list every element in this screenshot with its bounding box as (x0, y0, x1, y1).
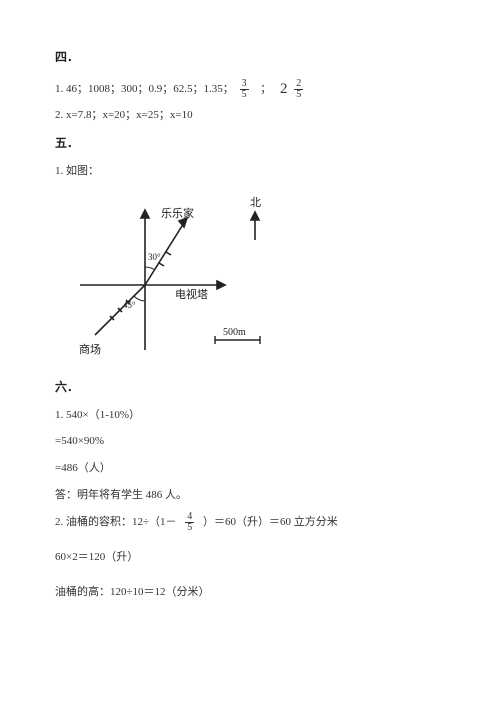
fraction-num: 2 (294, 79, 303, 90)
label-45: 45° (123, 300, 136, 310)
page: 四． 1. 46；1008；300；0.9；62.5；1.35； 3 5 ； 2… (0, 0, 500, 707)
text-part: ）＝60（升）＝60 立方分米 (203, 516, 338, 528)
section-4-line-2: 2. x=7.8；x=20；x=25；x=10 (55, 105, 450, 126)
section-5-heading: 五． (55, 132, 450, 155)
sol-line: =486（人） (55, 458, 450, 479)
fraction-num: 3 (240, 79, 249, 90)
section-4-heading: 四． (55, 46, 450, 69)
fraction-den: 5 (294, 90, 303, 100)
fraction-3-5: 3 5 (240, 79, 249, 100)
section-4-line-1-text: 1. 46；1008；300；0.9；62.5；1.35； (55, 83, 234, 95)
label-scale: 500m (223, 327, 246, 338)
fraction-den: 5 (240, 90, 249, 100)
section-5-line-1: 1. 如图： (55, 161, 450, 182)
label-north: 北 (250, 196, 261, 209)
fraction-den: 5 (185, 523, 194, 533)
sol-line: 60×2＝120（升） (55, 547, 450, 568)
solution-1: 1. 540×（1-10%） =540×90% =486（人） 答：明年将有学生… (55, 405, 450, 507)
text-part: 2. 油桶的容积：12÷（1－ (55, 516, 177, 528)
section-4-line-1: 1. 46；1008；300；0.9；62.5；1.35； 3 5 ； 2 2 … (55, 75, 450, 104)
fraction-4-5: 4 5 (185, 512, 194, 533)
diagram-svg: 北 乐乐家 电视塔 商场 500m 30° 45° (65, 190, 295, 360)
label-mall: 商场 (79, 342, 101, 356)
label-home: 乐乐家 (161, 206, 194, 220)
direction-diagram: 北 乐乐家 电视塔 商场 500m 30° 45° (65, 190, 450, 368)
sol-line: 2. 油桶的容积：12÷（1－ 4 5 ）＝60（升）＝60 立方分米 (55, 512, 450, 533)
sol-line: 1. 540×（1-10%） (55, 405, 450, 426)
sol-line: 油桶的高：120÷10＝12（分米） (55, 582, 450, 603)
label-tower: 电视塔 (175, 287, 208, 301)
mixed-integer: 2 (280, 75, 288, 104)
section-6-heading: 六． (55, 376, 450, 399)
solution-2: 2. 油桶的容积：12÷（1－ 4 5 ）＝60（升）＝60 立方分米 60×2… (55, 512, 450, 603)
fraction-2-5: 2 5 (294, 79, 303, 100)
label-30: 30° (148, 252, 161, 262)
sol-line: =540×90% (55, 431, 450, 452)
sol-line-answer: 答：明年将有学生 486 人。 (55, 485, 450, 506)
text-colon: ； (260, 83, 271, 95)
